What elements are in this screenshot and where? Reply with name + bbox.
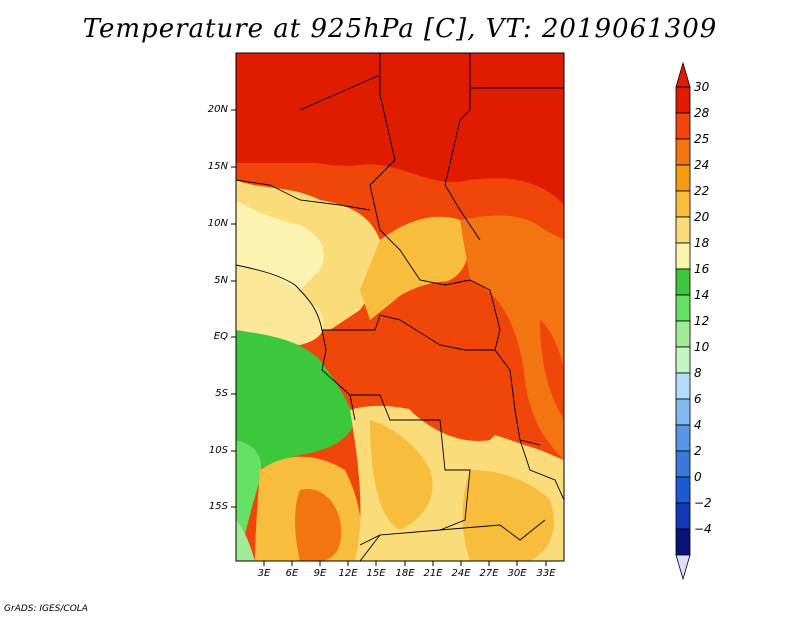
- lat-label: 15N: [207, 161, 228, 172]
- colorbar-swatch: [675, 216, 691, 244]
- lon-label: 12E: [338, 568, 358, 579]
- colorbar-label: 16: [694, 262, 710, 276]
- country-borders: [236, 53, 564, 561]
- lon-label: 24E: [451, 568, 471, 579]
- map-title: Temperature at 925hPa [C], VT: 201906130…: [82, 14, 718, 44]
- colorbar-top-arrow: [675, 61, 691, 88]
- lat-label: 5N: [214, 275, 228, 286]
- colorbar-swatch: [675, 320, 691, 348]
- colorbar-label: 0: [694, 470, 702, 484]
- lon-ticks: [263, 561, 547, 566]
- colorbar-swatch: [675, 138, 691, 166]
- colorbar-label: 2: [694, 444, 702, 458]
- region-congo: [393, 281, 527, 441]
- colorbar-swatch: [675, 424, 691, 452]
- colorbar-swatch: [675, 476, 691, 504]
- lat-label: EQ: [213, 331, 228, 342]
- lat-ticks: [231, 109, 236, 508]
- colorbar-label: 12: [694, 314, 710, 328]
- colorbar-swatch: [675, 112, 691, 140]
- colorbar-swatch: [675, 294, 691, 322]
- lat-label: 10S: [208, 445, 228, 456]
- colorbar-swatch: [675, 190, 691, 218]
- lon-label: 3E: [257, 568, 271, 579]
- lat-label: 15S: [208, 501, 228, 512]
- lat-label: 20N: [207, 104, 228, 115]
- temperature-field: [236, 53, 564, 561]
- region-green: [236, 330, 355, 475]
- lat-label: 5S: [215, 388, 228, 399]
- colorbar-swatch: [675, 450, 691, 478]
- lon-label: 30E: [507, 568, 527, 579]
- lon-label: 18E: [395, 568, 415, 579]
- colorbar-swatch: [675, 502, 691, 530]
- colorbar-label: −2: [694, 496, 712, 510]
- colorbar-swatch: [675, 268, 691, 296]
- lon-label: 21E: [423, 568, 443, 579]
- lon-label: 6E: [285, 568, 299, 579]
- lat-label: 10N: [207, 218, 228, 229]
- colorbar-swatch: [675, 86, 691, 114]
- colorbar-swatch: [675, 242, 691, 270]
- colorbar-label: 25: [694, 132, 710, 146]
- lon-label: 33E: [536, 568, 556, 579]
- colorbar-label: 20: [694, 210, 710, 224]
- colorbar-label: 8: [694, 366, 702, 380]
- colorbar: [675, 61, 691, 581]
- colorbar-swatch: [675, 164, 691, 192]
- colorbar-label: 24: [694, 158, 710, 172]
- colorbar-swatch: [675, 372, 691, 400]
- colorbar-label: 10: [694, 340, 710, 354]
- colorbar-label: 28: [694, 106, 710, 120]
- colorbar-swatch: [675, 398, 691, 426]
- colorbar-label: 4: [694, 418, 702, 432]
- map-frame: [235, 52, 565, 562]
- grads-credit: GrADS: IGES/COLA: [4, 604, 88, 614]
- colorbar-label: 30: [694, 80, 710, 94]
- colorbar-label: 6: [694, 392, 702, 406]
- colorbar-swatch: [675, 528, 691, 556]
- lon-label: 27E: [479, 568, 499, 579]
- colorbar-label: −4: [694, 522, 712, 536]
- colorbar-swatch: [675, 346, 691, 374]
- lon-label: 9E: [313, 568, 327, 579]
- colorbar-label: 14: [694, 288, 710, 302]
- colorbar-label: 22: [694, 184, 710, 198]
- lon-label: 15E: [366, 568, 386, 579]
- colorbar-label: 18: [694, 236, 710, 250]
- colorbar-bottom-arrow: [675, 554, 691, 581]
